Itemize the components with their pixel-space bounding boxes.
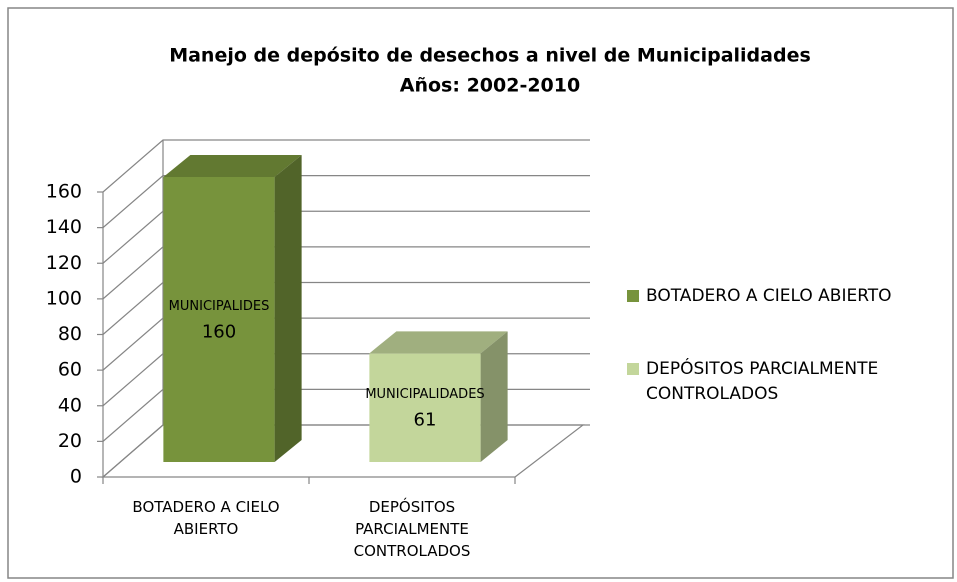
bar-front — [369, 353, 481, 462]
grid-line — [102, 246, 590, 300]
y-tick-label: 100 — [46, 287, 82, 309]
legend-swatch — [627, 290, 639, 302]
grid-line — [102, 139, 590, 193]
bar-side — [480, 331, 508, 462]
data-label-name: MUNICIPALIDES — [169, 299, 270, 314]
legend-swatch — [627, 363, 639, 375]
data-label: 61 — [414, 410, 437, 431]
grid-line — [102, 281, 590, 335]
grid-line — [102, 317, 590, 371]
data-label: 160 — [202, 322, 236, 343]
chart-subtitle: Años: 2002-2010 — [400, 75, 580, 97]
x-tick-label: DEPÓSITOS PARCIALMENTE CONTROLADOS — [354, 497, 471, 560]
bar — [163, 155, 302, 462]
x-tick-label: BOTADERO A CIELO ABIERTO — [132, 498, 279, 538]
grid-line — [102, 210, 590, 264]
legend-label: DEPÓSITOS PARCIALMENTE CONTROLADOS — [646, 357, 878, 404]
bar — [369, 331, 508, 462]
y-tick-label: 20 — [58, 430, 82, 452]
y-tick-label: 140 — [46, 216, 82, 238]
y-tick-label: 160 — [46, 181, 82, 203]
y-tick-label: 120 — [46, 252, 82, 274]
chart-title: Manejo de depósito de desechos a nivel d… — [169, 45, 811, 67]
y-tick-label: 60 — [58, 359, 82, 381]
data-label-name: MUNICIPALIDADES — [365, 387, 484, 402]
y-tick-label: 40 — [58, 394, 82, 416]
bar-top — [369, 331, 508, 354]
y-tick-label: 80 — [58, 323, 82, 345]
bar-top — [163, 155, 302, 177]
bar-front — [163, 177, 275, 462]
y-tick-label: 0 — [70, 466, 82, 488]
legend-label: BOTADERO A CIELO ABIERTO — [646, 286, 892, 306]
bar-side — [274, 155, 302, 462]
grid-line — [102, 175, 590, 229]
